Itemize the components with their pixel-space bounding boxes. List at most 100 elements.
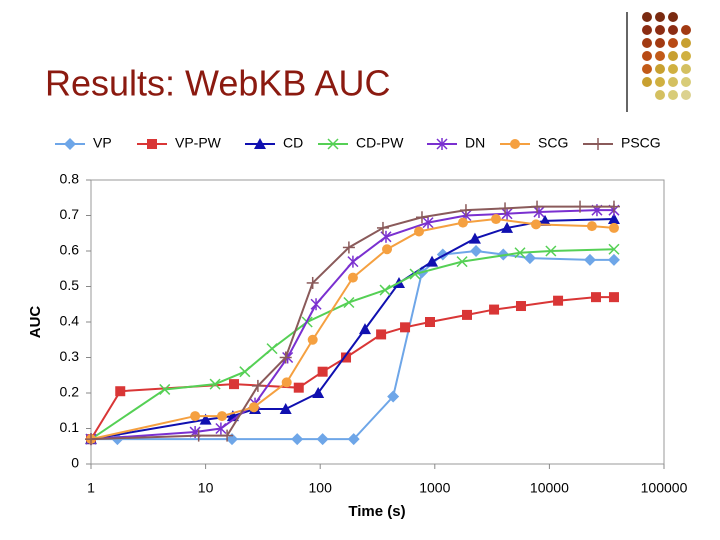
marker [316, 433, 329, 446]
x-tick-label: 10000 [530, 480, 569, 496]
marker [115, 386, 126, 397]
marker [190, 411, 201, 422]
marker [341, 352, 352, 363]
y-tick-label: 0.6 [60, 242, 80, 258]
legend-marker [64, 138, 76, 150]
marker [531, 200, 544, 213]
marker [514, 247, 526, 259]
marker [376, 221, 389, 234]
legend-label: SCG [538, 135, 568, 151]
series [85, 204, 620, 446]
y-tick-label: 0.3 [60, 348, 80, 364]
legend-marker [327, 138, 339, 150]
marker [317, 366, 328, 377]
slide-title: Results: WebKB AUC [45, 63, 390, 104]
marker [239, 366, 251, 378]
marker [501, 207, 513, 220]
marker [523, 252, 536, 265]
legend-marker [254, 138, 266, 149]
marker [456, 256, 468, 268]
marker [229, 379, 240, 390]
x-axis-label: Time (s) [348, 503, 405, 520]
y-tick-label: 0.4 [60, 313, 80, 329]
marker [607, 213, 620, 225]
marker [221, 429, 234, 442]
marker [515, 301, 526, 312]
marker [539, 214, 552, 226]
y-tick-label: 0.7 [60, 206, 80, 222]
legend-marker [436, 138, 448, 150]
marker [293, 382, 304, 393]
marker [279, 351, 292, 364]
y-tick-label: 0.2 [60, 384, 80, 400]
marker [608, 222, 619, 233]
marker [266, 343, 278, 355]
marker [347, 272, 358, 283]
legend-label: PSCG [621, 135, 661, 151]
marker [574, 200, 587, 213]
marker [248, 402, 259, 413]
marker [608, 292, 619, 303]
marker [347, 255, 359, 268]
marker [426, 255, 439, 267]
x-tick-label: 10 [198, 480, 214, 496]
marker [382, 244, 393, 255]
marker [553, 295, 564, 306]
marker [306, 276, 319, 289]
marker [459, 204, 472, 217]
marker [376, 329, 387, 340]
marker [490, 214, 501, 225]
legend-label: CD-PW [356, 135, 404, 151]
marker [489, 304, 500, 315]
marker [499, 202, 512, 215]
marker [279, 402, 292, 414]
y-tick-label: 0.5 [60, 277, 80, 293]
marker [590, 292, 601, 303]
marker [470, 245, 483, 257]
series-line [90, 209, 614, 441]
legend-label: VP [93, 135, 112, 151]
marker [215, 422, 227, 435]
marker [199, 413, 212, 425]
dot-grid [642, 12, 691, 100]
marker [462, 309, 473, 320]
legend-label: VP-PW [175, 135, 222, 151]
y-axis-label: AUC [27, 306, 44, 339]
y-tick-label: 0.8 [60, 171, 80, 187]
y-tick-label: 0 [71, 455, 79, 471]
marker [251, 379, 264, 392]
marker [400, 322, 411, 333]
series [86, 214, 619, 445]
legend-marker [510, 139, 520, 149]
series [85, 243, 620, 445]
marker [359, 323, 372, 335]
series-line [90, 296, 614, 440]
marker [312, 387, 325, 398]
marker [533, 205, 545, 218]
marker [583, 253, 596, 266]
marker [209, 378, 221, 390]
marker [347, 433, 360, 446]
marker [586, 221, 597, 232]
marker [457, 217, 468, 228]
marker [414, 226, 425, 237]
marker [85, 433, 97, 446]
marker [310, 298, 322, 311]
marker [422, 216, 434, 229]
legend-label: CD [283, 135, 303, 151]
y-tick-label: 0.1 [60, 419, 80, 435]
marker [307, 334, 318, 345]
marker [409, 268, 421, 280]
marker [607, 200, 620, 213]
marker [424, 317, 435, 327]
legend: VP VP-PW CD CD-PW DN SCG PSCG [55, 135, 661, 151]
marker [607, 253, 620, 266]
legend-label: DN [465, 135, 485, 151]
marker [501, 221, 514, 233]
legend-marker [147, 139, 157, 149]
series-line [90, 218, 615, 441]
marker [379, 284, 391, 296]
marker [415, 211, 428, 224]
x-tick-label: 1 [87, 480, 95, 496]
